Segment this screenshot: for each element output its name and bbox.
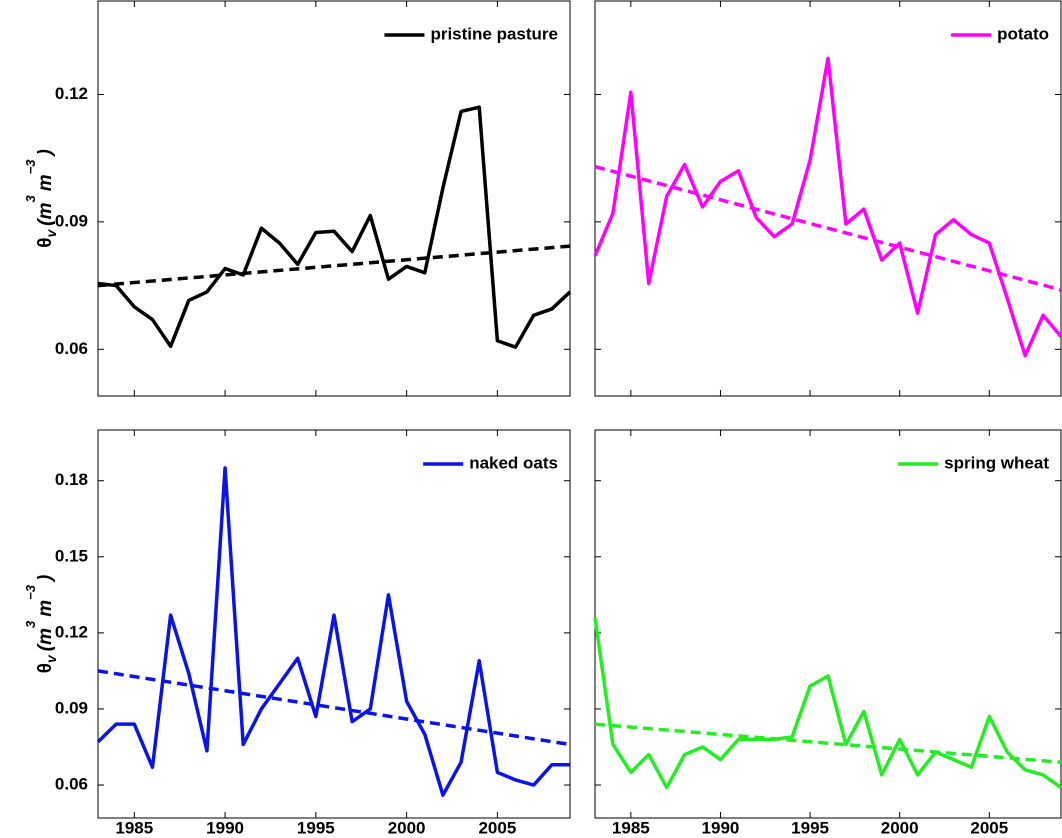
legend-label: spring wheat (944, 453, 1049, 472)
trend-line (594, 164, 1062, 292)
y-tick-label: 0.09 (55, 211, 88, 230)
y-axis-label-part: 3 (23, 620, 38, 628)
x-tick-label: 1985 (612, 818, 650, 837)
y-axis-label-part: (m (35, 628, 56, 651)
y-tick-label: 0.09 (55, 698, 88, 717)
y-axis-label-part: v (43, 654, 59, 663)
legend-label: naked oats (469, 453, 558, 472)
x-tick-label: 1990 (702, 818, 740, 837)
plot-frame (594, 429, 1062, 819)
trend-line (97, 244, 571, 288)
trend-line (594, 722, 1062, 764)
y-axis-label: θv (m3 m−3) (23, 149, 58, 248)
x-tick-label: 1995 (297, 818, 335, 837)
legend-label: pristine pasture (430, 24, 558, 43)
panel: potato (593, 0, 1062, 397)
panel: 0.06 0.09 0.12 θv (m3 m−3) pristine pasture (23, 0, 572, 397)
y-axis-label-part: −3 (23, 159, 38, 175)
y-axis-label-part: 3 (23, 194, 38, 202)
x-tick-label: 1995 (791, 818, 829, 837)
y-axis-label-part: m (35, 174, 56, 191)
plot-frame (97, 0, 571, 397)
y-axis-label-part: θ (35, 238, 56, 248)
x-tick-label: 2000 (388, 818, 426, 837)
y-tick-label: 0.06 (55, 339, 88, 358)
y-axis-label-part: −3 (23, 584, 38, 600)
x-tick-label: 1985 (115, 818, 153, 837)
y-axis-label-part: ) (35, 575, 56, 583)
plot-frame (594, 0, 1062, 397)
y-axis-label-part: v (43, 229, 59, 238)
y-axis-label-part: ) (35, 149, 56, 157)
y-tick-label: 0.12 (55, 84, 88, 103)
y-axis-label-part: (m (35, 202, 56, 225)
x-tick-label: 1990 (206, 818, 244, 837)
legend-label: potato (997, 24, 1049, 43)
y-tick-label: 0.15 (55, 546, 88, 565)
y-tick-label: 0.12 (55, 622, 88, 641)
x-tick-label: 2005 (478, 818, 516, 837)
data-line (97, 105, 572, 349)
panel: 1985 1990 1995 2000 2005 spring wheat (593, 429, 1062, 837)
data-line (96, 466, 570, 797)
panel: 1985 1990 1995 2000 2005 0.06 0.09 0.12 0.15 0.18… (23, 429, 571, 837)
y-tick-label: 0.06 (55, 775, 88, 794)
trend-line (97, 669, 571, 747)
data-line (593, 617, 1062, 790)
y-axis-label: θv (m3 m−3) (23, 575, 58, 674)
x-tick-label: 2005 (970, 818, 1008, 837)
plot-frame (97, 429, 571, 819)
data-line (593, 56, 1062, 358)
y-axis-label-part: θ (35, 663, 56, 673)
y-tick-label: 0.18 (55, 470, 88, 489)
x-tick-label: 2000 (881, 818, 919, 837)
y-axis-label-part: m (35, 600, 56, 617)
